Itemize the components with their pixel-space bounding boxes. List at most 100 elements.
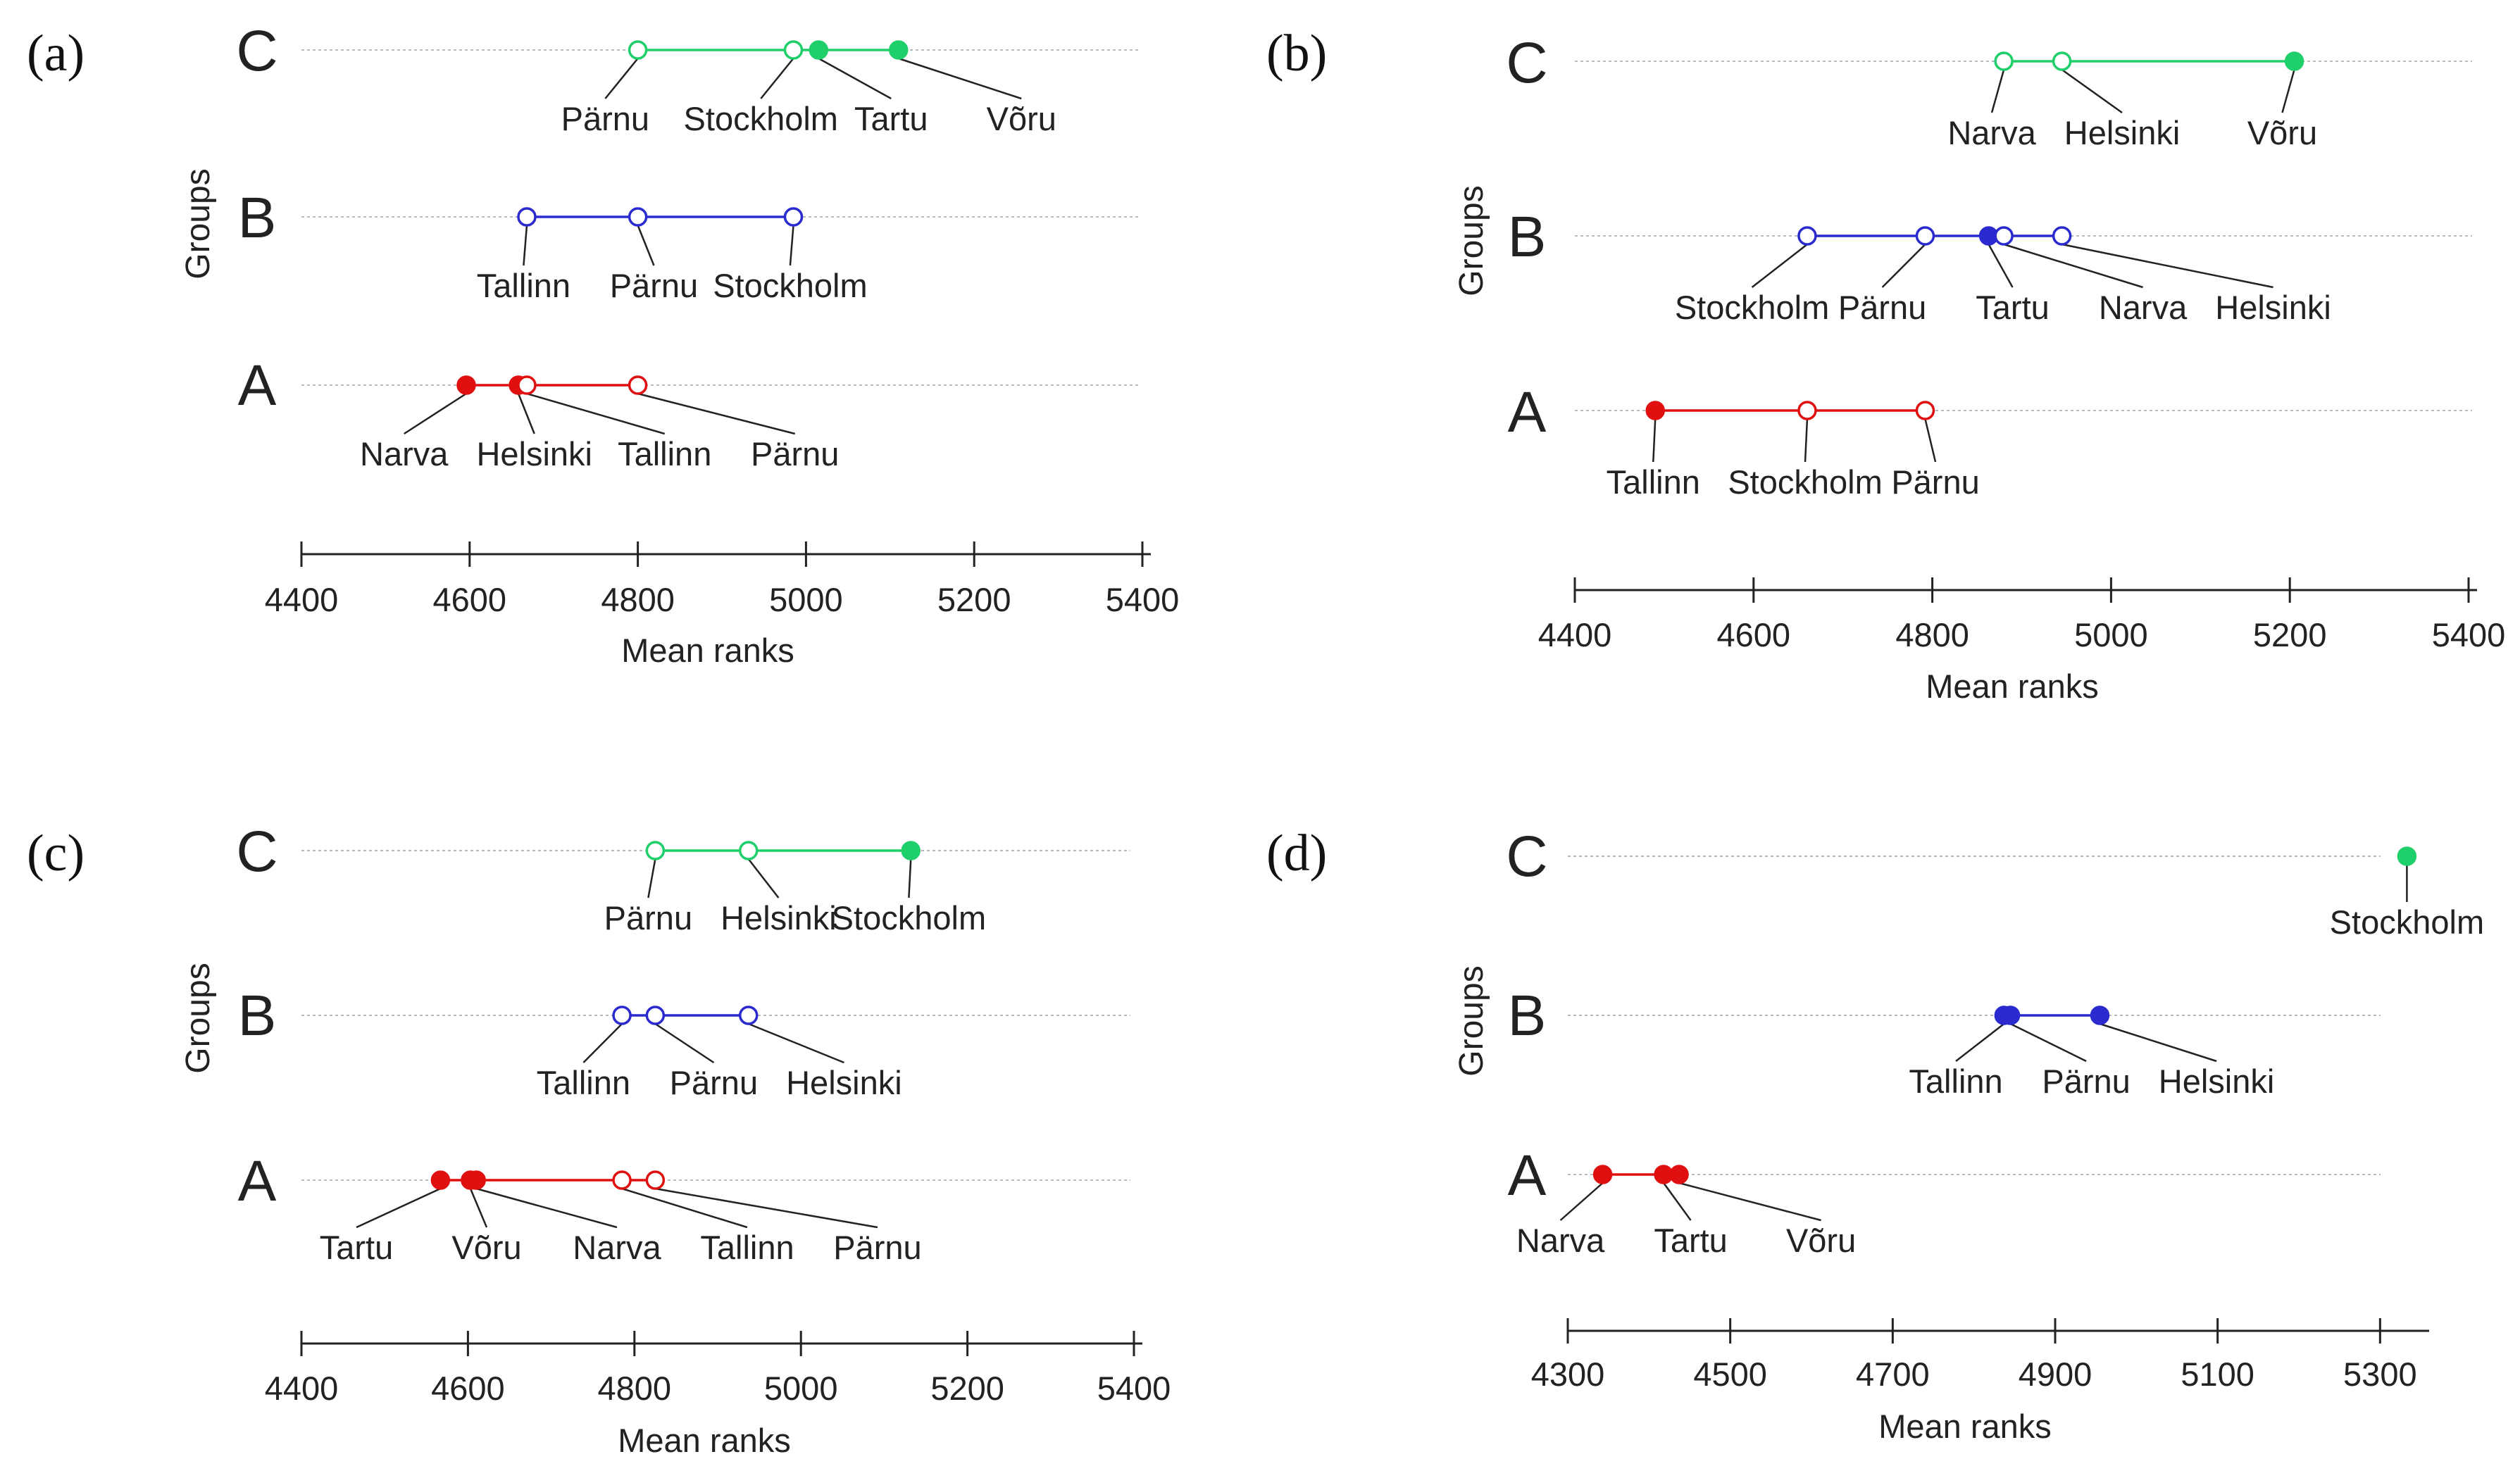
y-axis-title: Groups	[180, 963, 217, 1073]
x-tick-label: 4700	[1856, 1355, 1930, 1393]
group-label-c: C	[1506, 31, 1547, 95]
group-label-c: C	[236, 820, 277, 884]
group-label-b: B	[1508, 984, 1547, 1048]
point-label: Tallinn	[477, 267, 570, 304]
x-tick-label: 5000	[769, 581, 843, 618]
x-tick-label: 5400	[1097, 1370, 1171, 1407]
point-marker	[1669, 1165, 1689, 1184]
point-label: Pärnu	[561, 100, 649, 137]
x-tick-label: 5100	[2181, 1355, 2254, 1393]
leader-line	[1955, 1023, 2005, 1062]
point-label: Pärnu	[670, 1064, 758, 1101]
point-label: Pärnu	[2042, 1063, 2130, 1100]
x-tick-label: 4600	[431, 1370, 505, 1407]
point-marker	[430, 1170, 451, 1190]
point-marker	[783, 40, 804, 60]
leader-line	[908, 858, 912, 898]
leader-line	[2061, 68, 2123, 114]
leader-line	[1804, 418, 1809, 463]
group-label-a: A	[1508, 1144, 1547, 1208]
point-label: Tartu	[320, 1229, 394, 1266]
leader-line	[1924, 418, 1937, 463]
point-label: Pärnu	[833, 1229, 921, 1266]
x-tick-label: 4900	[2019, 1355, 2092, 1393]
point-marker	[628, 375, 648, 395]
group-label-a: A	[1508, 380, 1547, 444]
x-tick-label: 4400	[265, 1370, 339, 1407]
leader-line	[789, 225, 794, 266]
point-label: Võru	[987, 100, 1056, 137]
x-tick-label: 5000	[764, 1370, 838, 1407]
point-label: Narva	[573, 1229, 661, 1266]
point-marker	[612, 1170, 632, 1190]
x-tick-label: 5200	[2253, 616, 2327, 653]
point-marker	[783, 207, 804, 227]
group-label-b: B	[238, 984, 277, 1048]
point-label: Pärnu	[610, 267, 698, 304]
point-label: Helsinki	[2215, 289, 2331, 326]
leader-line	[637, 225, 655, 266]
leader-line	[1751, 244, 1808, 288]
group-label-a: A	[238, 1149, 277, 1213]
x-tick-label: 4400	[265, 581, 339, 618]
leader-line	[404, 392, 467, 435]
point-label: Pärnu	[1838, 289, 1926, 326]
point-marker	[612, 1006, 632, 1025]
point-marker	[1915, 401, 1935, 420]
point-label: Tartu	[854, 100, 928, 137]
panel-b: (b) Groups C B A Mean ranks 4400 4600 4800…	[1266, 25, 2505, 705]
point-marker	[517, 375, 537, 395]
y-axis-title: Groups	[1453, 965, 1490, 1076]
point-label: Helsinki	[721, 899, 837, 937]
group-label-c: C	[1506, 825, 1547, 889]
point-label: Pärnu	[604, 899, 692, 937]
panel-label: (c)	[27, 825, 85, 882]
x-tick-label: 5200	[937, 581, 1011, 618]
y-axis-title: Groups	[1453, 185, 1490, 296]
leader-line	[517, 393, 535, 434]
x-axis-title: Mean ranks	[1878, 1408, 2052, 1445]
leader-line	[637, 392, 796, 435]
leader-line	[469, 1188, 488, 1228]
point-label: Pärnu	[751, 435, 839, 472]
leader-line	[654, 1022, 715, 1064]
point-label: Pärnu	[1891, 463, 1979, 501]
leader-line	[647, 858, 656, 898]
x-tick-label: 4800	[598, 1370, 672, 1407]
point-label: Helsinki	[2064, 114, 2181, 151]
leader-line	[2061, 243, 2273, 289]
point-label: Narva	[1947, 114, 2036, 151]
point-marker	[645, 1006, 666, 1025]
leader-line	[2100, 1022, 2217, 1063]
point-label: Narva	[2099, 289, 2188, 326]
panel-d: (d) Groups C B A Mean ranks 4300 4500 4700…	[1266, 825, 2484, 1445]
leader-line	[604, 58, 639, 99]
leader-line	[1881, 244, 1926, 288]
point-marker	[1797, 401, 1817, 420]
point-label: Stockholm	[1675, 289, 1829, 326]
panel-label: (a)	[27, 25, 85, 82]
leader-line	[2003, 243, 2143, 289]
point-label: Stockholm	[1728, 463, 1882, 501]
x-tick-label: 4500	[1693, 1355, 1767, 1393]
leader-line	[1652, 418, 1657, 463]
point-label: Helsinki	[786, 1064, 902, 1101]
plot-area: 4300 4500 4700 4900 5100 5300 Stockholm Tallinn…	[1516, 846, 2484, 1393]
leader-line	[582, 1023, 623, 1063]
point-marker	[2284, 51, 2304, 71]
point-marker	[1915, 226, 1935, 246]
point-marker	[466, 1170, 486, 1190]
group-label-a: A	[238, 353, 277, 418]
leader-line	[356, 1187, 441, 1229]
group-label-b: B	[1508, 205, 1547, 269]
point-marker	[628, 207, 648, 227]
leader-line	[818, 57, 892, 100]
point-marker	[2052, 226, 2072, 246]
group-label-c: C	[236, 19, 277, 83]
point-marker	[1994, 226, 2014, 246]
point-label: Võru	[451, 1229, 521, 1266]
x-tick-label: 4800	[1895, 616, 1969, 653]
point-marker	[2000, 1006, 2021, 1025]
point-label: Tartu	[1654, 1222, 1728, 1259]
